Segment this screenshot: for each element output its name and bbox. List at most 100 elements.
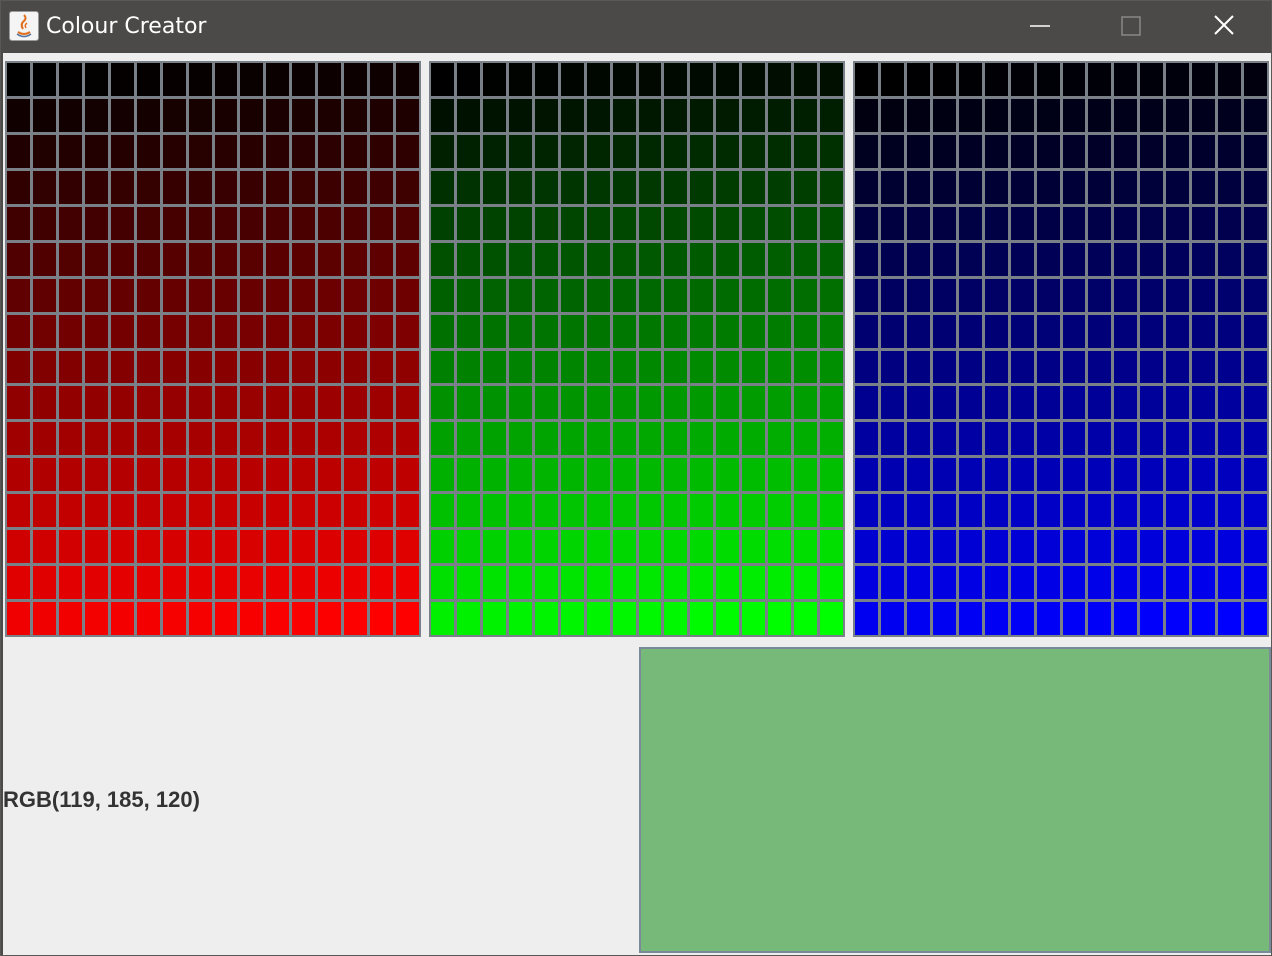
- green-cell[interactable]: [820, 602, 843, 635]
- red-cell[interactable]: [240, 530, 264, 564]
- red-cell[interactable]: [110, 278, 134, 312]
- green-cell[interactable]: [586, 458, 610, 492]
- green-cell[interactable]: [820, 494, 843, 528]
- green-cell[interactable]: [820, 170, 843, 204]
- red-cell[interactable]: [7, 386, 30, 420]
- blue-cell[interactable]: [1062, 206, 1086, 240]
- green-cell[interactable]: [638, 494, 662, 528]
- green-cell[interactable]: [742, 63, 766, 96]
- red-cell[interactable]: [84, 63, 108, 96]
- green-cell[interactable]: [716, 134, 740, 168]
- red-cell[interactable]: [136, 530, 160, 564]
- green-cell[interactable]: [560, 386, 584, 420]
- green-cell[interactable]: [508, 278, 532, 312]
- blue-cell[interactable]: [1114, 63, 1138, 96]
- blue-cell[interactable]: [1114, 422, 1138, 456]
- green-cell[interactable]: [560, 350, 584, 384]
- green-cell[interactable]: [794, 134, 818, 168]
- red-cell[interactable]: [162, 566, 186, 600]
- red-cell[interactable]: [188, 602, 212, 635]
- green-cell[interactable]: [664, 566, 688, 600]
- green-cell[interactable]: [742, 422, 766, 456]
- red-cell[interactable]: [292, 206, 316, 240]
- red-cell[interactable]: [318, 494, 342, 528]
- green-cell[interactable]: [690, 63, 714, 96]
- green-cell[interactable]: [638, 134, 662, 168]
- red-cell[interactable]: [240, 278, 264, 312]
- green-cell[interactable]: [586, 386, 610, 420]
- green-cell[interactable]: [508, 206, 532, 240]
- blue-cell[interactable]: [880, 602, 904, 635]
- red-cell[interactable]: [240, 170, 264, 204]
- green-cell[interactable]: [508, 350, 532, 384]
- blue-cell[interactable]: [932, 314, 956, 348]
- blue-cell[interactable]: [984, 566, 1008, 600]
- green-cell[interactable]: [716, 242, 740, 276]
- green-cell[interactable]: [534, 494, 558, 528]
- blue-cell[interactable]: [984, 206, 1008, 240]
- green-cell[interactable]: [690, 422, 714, 456]
- blue-cell[interactable]: [1088, 458, 1112, 492]
- green-cell[interactable]: [431, 98, 454, 132]
- blue-cell[interactable]: [880, 134, 904, 168]
- red-cell[interactable]: [292, 134, 316, 168]
- red-cell[interactable]: [188, 530, 212, 564]
- blue-cell[interactable]: [1036, 134, 1060, 168]
- green-cell[interactable]: [716, 530, 740, 564]
- green-cell[interactable]: [768, 278, 792, 312]
- red-cell[interactable]: [110, 386, 134, 420]
- red-cell[interactable]: [188, 98, 212, 132]
- blue-cell[interactable]: [1036, 566, 1060, 600]
- green-cell[interactable]: [794, 386, 818, 420]
- blue-cell[interactable]: [1192, 170, 1216, 204]
- green-cell[interactable]: [820, 134, 843, 168]
- blue-cell[interactable]: [1114, 242, 1138, 276]
- green-cell[interactable]: [768, 386, 792, 420]
- green-cell[interactable]: [664, 386, 688, 420]
- blue-cell[interactable]: [880, 350, 904, 384]
- red-cell[interactable]: [292, 278, 316, 312]
- blue-cell[interactable]: [958, 386, 982, 420]
- red-cell[interactable]: [110, 170, 134, 204]
- blue-cell[interactable]: [1062, 63, 1086, 96]
- red-cell[interactable]: [214, 530, 238, 564]
- red-cell[interactable]: [214, 350, 238, 384]
- green-cell[interactable]: [612, 494, 636, 528]
- green-cell[interactable]: [431, 386, 454, 420]
- green-cell[interactable]: [742, 134, 766, 168]
- green-cell[interactable]: [768, 98, 792, 132]
- red-cell[interactable]: [188, 566, 212, 600]
- green-cell[interactable]: [612, 350, 636, 384]
- green-cell[interactable]: [431, 566, 454, 600]
- red-cell[interactable]: [136, 458, 160, 492]
- blue-cell[interactable]: [1166, 206, 1190, 240]
- blue-cell[interactable]: [958, 350, 982, 384]
- green-cell[interactable]: [742, 98, 766, 132]
- blue-cell[interactable]: [880, 422, 904, 456]
- green-cell[interactable]: [612, 206, 636, 240]
- blue-cell[interactable]: [984, 422, 1008, 456]
- red-cell[interactable]: [7, 458, 30, 492]
- title-bar[interactable]: Colour Creator: [1, 1, 1271, 53]
- green-cell[interactable]: [664, 602, 688, 635]
- green-cell[interactable]: [560, 314, 584, 348]
- blue-cell[interactable]: [1036, 350, 1060, 384]
- red-cell[interactable]: [84, 566, 108, 600]
- green-cell[interactable]: [820, 386, 843, 420]
- blue-cell[interactable]: [1140, 242, 1164, 276]
- blue-cell[interactable]: [1140, 134, 1164, 168]
- red-cell[interactable]: [188, 278, 212, 312]
- green-cell[interactable]: [431, 63, 454, 96]
- red-cell[interactable]: [136, 134, 160, 168]
- red-cell[interactable]: [7, 602, 30, 635]
- red-cell[interactable]: [32, 422, 56, 456]
- green-cell[interactable]: [820, 458, 843, 492]
- green-cell[interactable]: [586, 530, 610, 564]
- red-cell[interactable]: [136, 566, 160, 600]
- green-cell[interactable]: [534, 422, 558, 456]
- blue-cell[interactable]: [855, 170, 878, 204]
- blue-cell[interactable]: [1244, 63, 1267, 96]
- red-cell[interactable]: [292, 63, 316, 96]
- green-cell[interactable]: [431, 170, 454, 204]
- red-cell[interactable]: [162, 458, 186, 492]
